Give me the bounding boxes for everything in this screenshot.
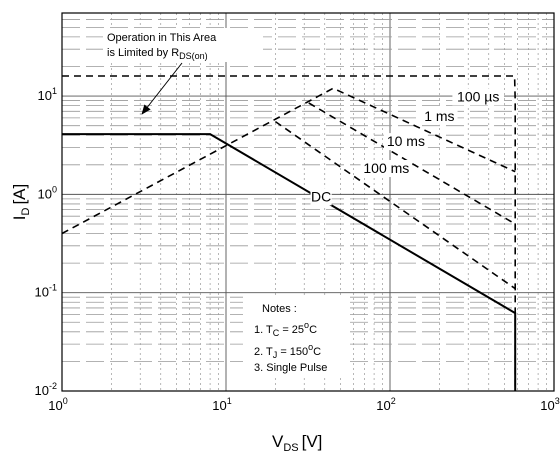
curve-label-bg xyxy=(360,160,413,178)
rds-annotation: Operation in This Area is Limited by RDS… xyxy=(103,28,263,115)
rds-note-line2: is Limited by RDS(on) xyxy=(107,47,208,61)
curve-label: 1 ms xyxy=(424,108,454,124)
note-2: 2. TJ = 150oC xyxy=(254,342,321,360)
rds-arrow xyxy=(141,62,183,115)
curve-label-bg xyxy=(452,88,505,106)
rds-note-line1: Operation in This Area xyxy=(107,32,217,44)
curve-label: DC xyxy=(311,188,331,204)
notes-title: Notes : xyxy=(262,303,297,315)
y-tick-label: 101 xyxy=(38,86,57,103)
note-3: 3. Single Pulse xyxy=(254,362,327,374)
y-tick-label: 10-1 xyxy=(35,283,57,300)
curve-label: 100 µs xyxy=(457,89,499,105)
x-tick-labels: 100 101 102 103 xyxy=(48,396,559,413)
curve-label: 10 ms xyxy=(387,133,425,149)
x-axis-title: VDS [V] xyxy=(272,432,322,454)
series-line xyxy=(61,87,516,235)
plot-frame xyxy=(61,12,555,392)
x-tick-label: 100 xyxy=(48,396,67,413)
curve-label-bg xyxy=(310,188,332,206)
series-line xyxy=(274,120,516,290)
series-layer xyxy=(61,75,517,391)
notes-box: Notes : 1. TC = 25oC 2. TJ = 150oC 3. Si… xyxy=(243,296,347,378)
y-tick-label: 10-2 xyxy=(35,381,57,398)
x-tick-label: 103 xyxy=(540,396,559,413)
curve-label-bg xyxy=(421,107,458,125)
series-line xyxy=(308,102,516,225)
x-tick-label: 101 xyxy=(212,396,231,413)
x-tick-label: 102 xyxy=(376,396,395,413)
y-tick-label: 100 xyxy=(38,184,57,201)
curve-label-bg xyxy=(383,133,428,151)
series-line xyxy=(62,133,517,391)
note-1: 1. TC = 25oC xyxy=(254,320,317,338)
y-axis-title: ID[A] xyxy=(10,184,32,220)
y-tick-labels: 10-2 10-1 100 101 xyxy=(35,86,57,398)
curve-label: 100 ms xyxy=(363,160,409,176)
